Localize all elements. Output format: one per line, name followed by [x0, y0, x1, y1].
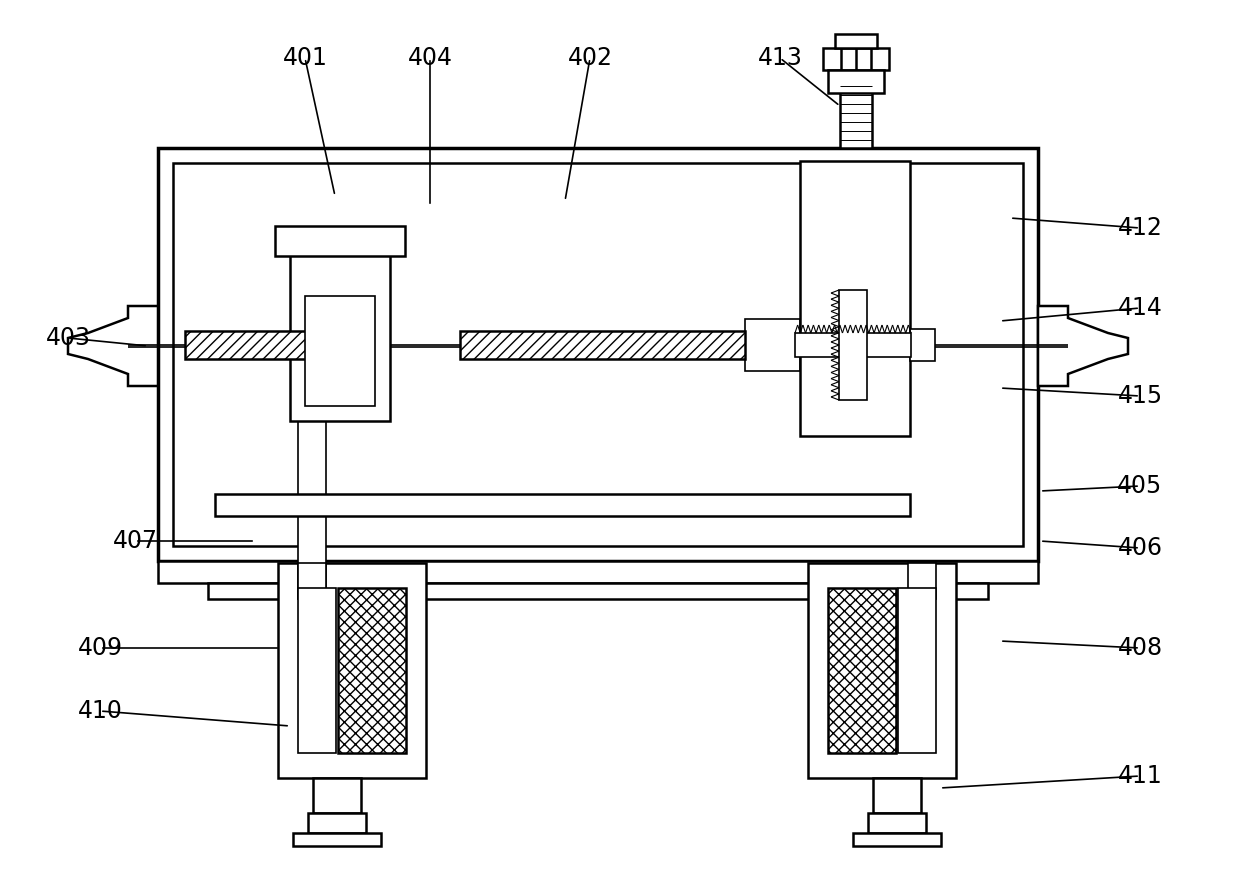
Bar	[159, 148, 1038, 561]
Text: 409: 409	[78, 636, 123, 660]
Text: 412: 412	[1118, 216, 1162, 240]
Bar	[828, 70, 883, 93]
Bar	[898, 588, 935, 753]
Text: 411: 411	[1118, 764, 1162, 788]
Bar	[159, 561, 1038, 583]
Bar	[299, 302, 326, 599]
Text: 403: 403	[46, 326, 90, 350]
Text: 404: 404	[408, 46, 452, 70]
Bar	[908, 563, 935, 599]
Bar	[309, 813, 366, 833]
Bar	[795, 333, 911, 357]
Bar	[909, 329, 935, 361]
Bar	[839, 290, 867, 400]
Bar	[823, 48, 890, 70]
Bar	[299, 588, 336, 753]
Text: 413: 413	[757, 46, 803, 70]
Bar	[338, 588, 406, 753]
Polygon shape	[1038, 306, 1127, 386]
Bar	[185, 331, 310, 359]
Bar	[800, 161, 909, 436]
Bar	[873, 778, 921, 813]
Bar	[828, 588, 896, 753]
Bar	[313, 778, 361, 813]
Text: 410: 410	[78, 699, 123, 723]
Text: 406: 406	[1118, 536, 1162, 560]
Bar	[840, 73, 872, 148]
Text: 401: 401	[282, 46, 327, 70]
Text: 402: 402	[567, 46, 612, 70]
Text: 405: 405	[1118, 474, 1162, 498]
Bar	[460, 331, 745, 359]
Bar	[852, 833, 940, 846]
Bar	[290, 246, 390, 421]
Bar	[278, 563, 426, 778]
Text: 415: 415	[1118, 384, 1162, 408]
Bar	[299, 563, 326, 599]
Bar	[835, 34, 877, 48]
Bar	[869, 813, 926, 833]
Text: 414: 414	[1118, 296, 1162, 320]
Bar	[208, 583, 987, 599]
Text: 408: 408	[1118, 636, 1162, 660]
Bar	[275, 226, 405, 256]
Bar	[305, 296, 375, 406]
Polygon shape	[68, 306, 159, 386]
Bar	[292, 833, 382, 846]
Bar	[808, 563, 957, 778]
Bar	[173, 163, 1023, 546]
Text: 407: 407	[113, 529, 157, 553]
Bar	[745, 319, 800, 371]
Bar	[216, 494, 909, 516]
